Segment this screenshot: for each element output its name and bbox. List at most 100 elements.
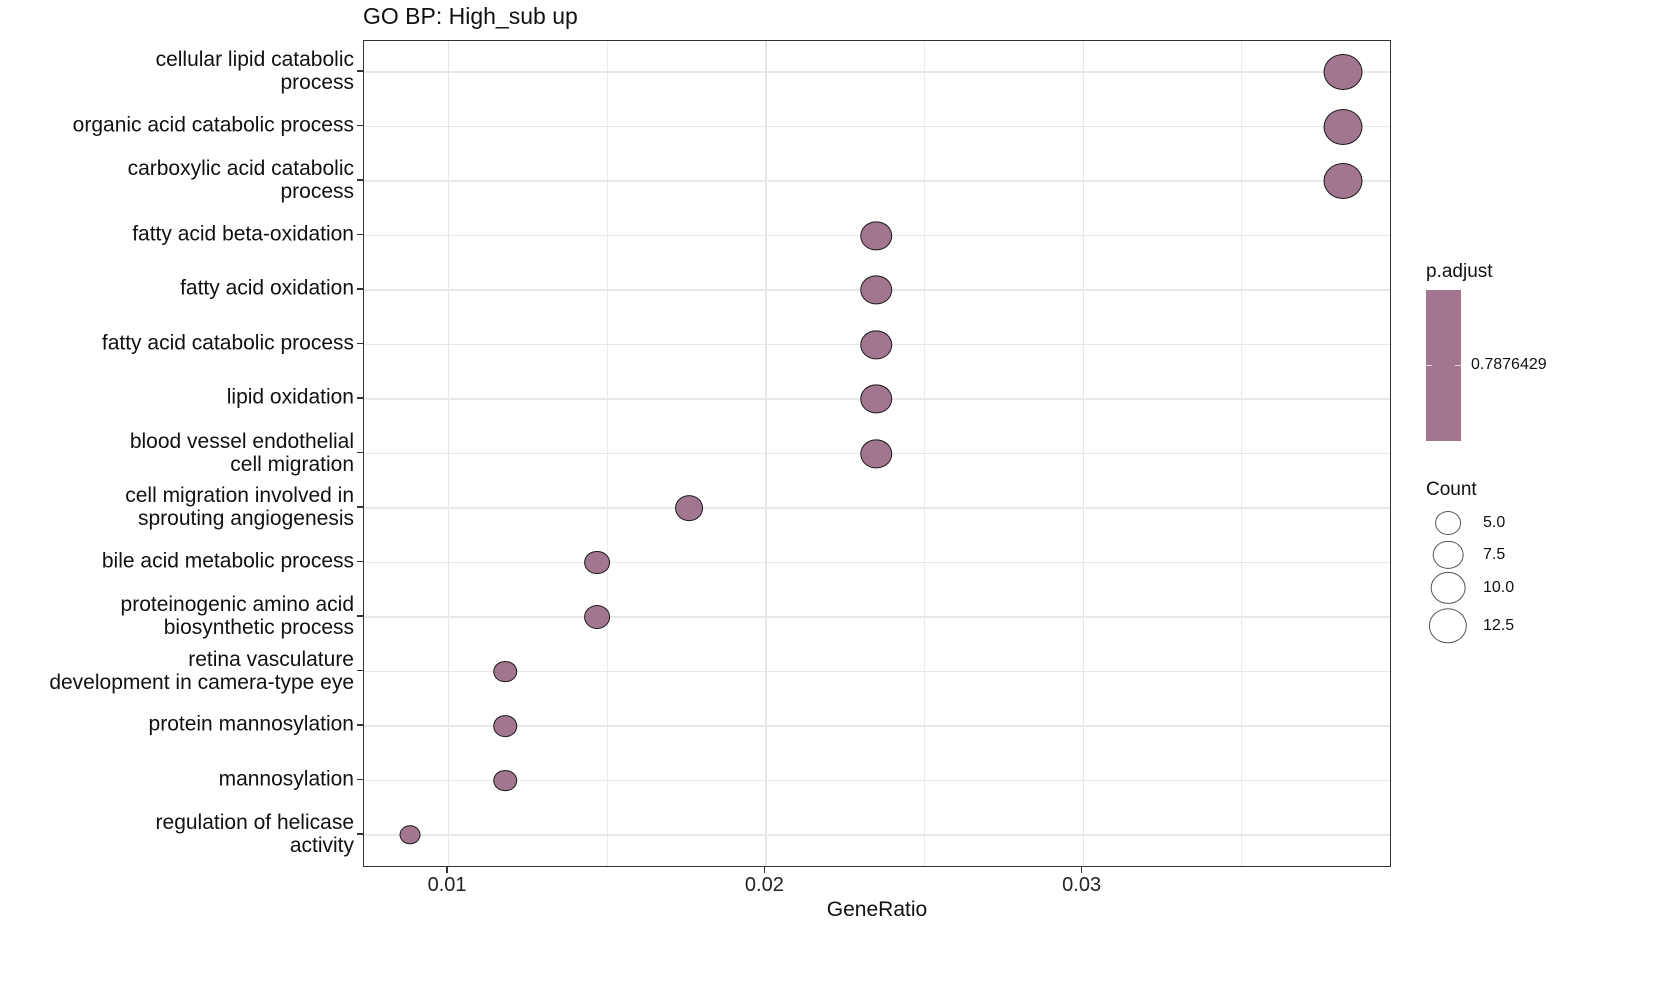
y-tick [357,778,363,781]
y-tick-label: blood vessel endothelial cell migration [130,430,354,476]
y-tick-label: proteinogenic amino acid biosynthetic pro… [121,593,354,639]
y-tick-label-line: mannosylation [218,767,354,790]
y-tick-label-line: biosynthetic process [163,616,354,639]
x-tick-label: 0.02 [744,874,784,896]
x-tick [763,867,766,873]
grid-line-horizontal [364,670,1390,673]
y-tick-label-line: cell migration [230,452,354,476]
y-tick [357,397,363,399]
y-tick-label-line: fatty acid beta-oxidation [132,222,354,245]
data-point [860,220,893,251]
data-point [1323,162,1363,200]
grid-line-horizontal [364,616,1390,618]
data-point [493,715,517,737]
y-tick [357,179,363,181]
data-point [860,438,893,469]
y-tick-label: bile acid metabolic process [102,549,354,572]
y-tick [357,233,363,236]
legend-p-adjust-title: p.adjust [1426,261,1493,282]
legend-count-title: Count [1426,479,1477,500]
data-point [399,825,421,845]
y-tick-label: cell migration involved in sprouting angi… [125,484,354,530]
data-point [860,275,893,305]
data-point [675,495,704,521]
y-tick-label-line: development in camera-type eye [49,670,354,694]
y-tick-label-line: fatty acid oxidation [180,276,354,300]
grid-line-horizontal [364,561,1390,564]
y-tick [357,615,363,617]
y-tick-label-line: fatty acid catabolic process [101,331,354,354]
colorbar-tick [1455,365,1461,366]
grid-line-horizontal [364,834,1390,836]
y-tick [357,560,363,563]
legend-count-key-circle [1435,511,1461,535]
grid-line-horizontal [364,180,1390,182]
y-tick [357,70,363,72]
legend-count-label: 10.0 [1483,579,1515,596]
y-tick-label: protein mannosylation [149,713,354,736]
y-tick-label-line: cellular lipid catabolic [155,48,354,71]
y-tick [357,833,363,835]
y-tick-label: organic acid catabolic process [73,113,354,136]
legend-count-label: 7.5 [1483,546,1506,563]
y-tick-label-line: proteinogenic amino acid [120,593,354,616]
legend-count-key-circle [1428,608,1468,644]
y-tick-label-line: process [280,71,354,94]
y-tick-label-line: organic acid catabolic process [72,113,354,136]
data-point [584,550,611,575]
y-tick [357,669,363,672]
chart-title: GO BP: High_sub up [363,3,578,29]
x-tick-label: 0.01 [427,874,467,896]
data-point [860,329,893,360]
x-tick-label: 0.03 [1062,874,1102,896]
x-tick [446,867,448,873]
data-point [493,769,517,792]
y-tick-label-line: process [280,180,354,203]
y-tick-label-line: sprouting angiogenesis [138,507,354,530]
legend-colorbar-label: 0.7876429 [1471,356,1547,373]
y-tick-label: lipid oxidation [227,386,354,409]
grid-line-horizontal [364,507,1390,509]
data-point [860,384,893,414]
y-tick-label: cellular lipid catabolic process [156,48,354,94]
y-tick-label: fatty acid beta-oxidation [132,222,354,245]
grid-line-horizontal [364,71,1390,73]
y-tick [357,451,363,454]
y-tick-label-line: bile acid metabolic process [101,549,354,572]
y-tick-label-line: cell migration involved in [125,484,354,507]
data-point [584,605,611,629]
y-tick-label: regulation of helicase activity [156,811,354,857]
y-tick-label-line: protein mannosylation [148,712,354,736]
legend-count-label: 12.5 [1483,617,1515,634]
legend-count-label: 5.0 [1483,514,1506,531]
y-tick [357,342,363,345]
data-point [493,660,517,683]
plot-panel [363,40,1391,867]
data-point [1323,53,1363,91]
y-tick-label: mannosylation [219,767,354,790]
colorbar-tick [1426,365,1432,366]
y-tick-label: retina vasculature development in camera-… [49,648,354,694]
legend-count-key-circle [1432,540,1464,570]
grid-line-horizontal [364,779,1390,782]
y-tick-label-line: retina vasculature [188,647,354,671]
y-tick [357,506,363,508]
y-tick-label-line: blood vessel endothelial [129,429,354,453]
data-point [1323,108,1363,145]
y-tick-label-line: regulation of helicase [155,811,354,834]
y-tick [357,124,363,127]
x-axis-title: GeneRatio [826,898,928,921]
y-tick-label-line: lipid oxidation [226,385,354,409]
x-tick [1080,867,1083,873]
y-tick-label-line: carboxylic acid catabolic [127,157,354,180]
y-tick-label-line: activity [289,834,354,857]
y-tick-label: fatty acid catabolic process [102,331,354,354]
grid-line-horizontal [364,725,1390,727]
y-tick-label: carboxylic acid catabolic process [128,157,354,203]
y-tick [357,724,363,726]
grid-line-horizontal [364,125,1390,128]
legend-colorbar [1426,290,1461,441]
legend-count-key-circle [1430,571,1466,605]
y-tick [357,288,363,290]
y-tick-label: fatty acid oxidation [180,277,354,300]
